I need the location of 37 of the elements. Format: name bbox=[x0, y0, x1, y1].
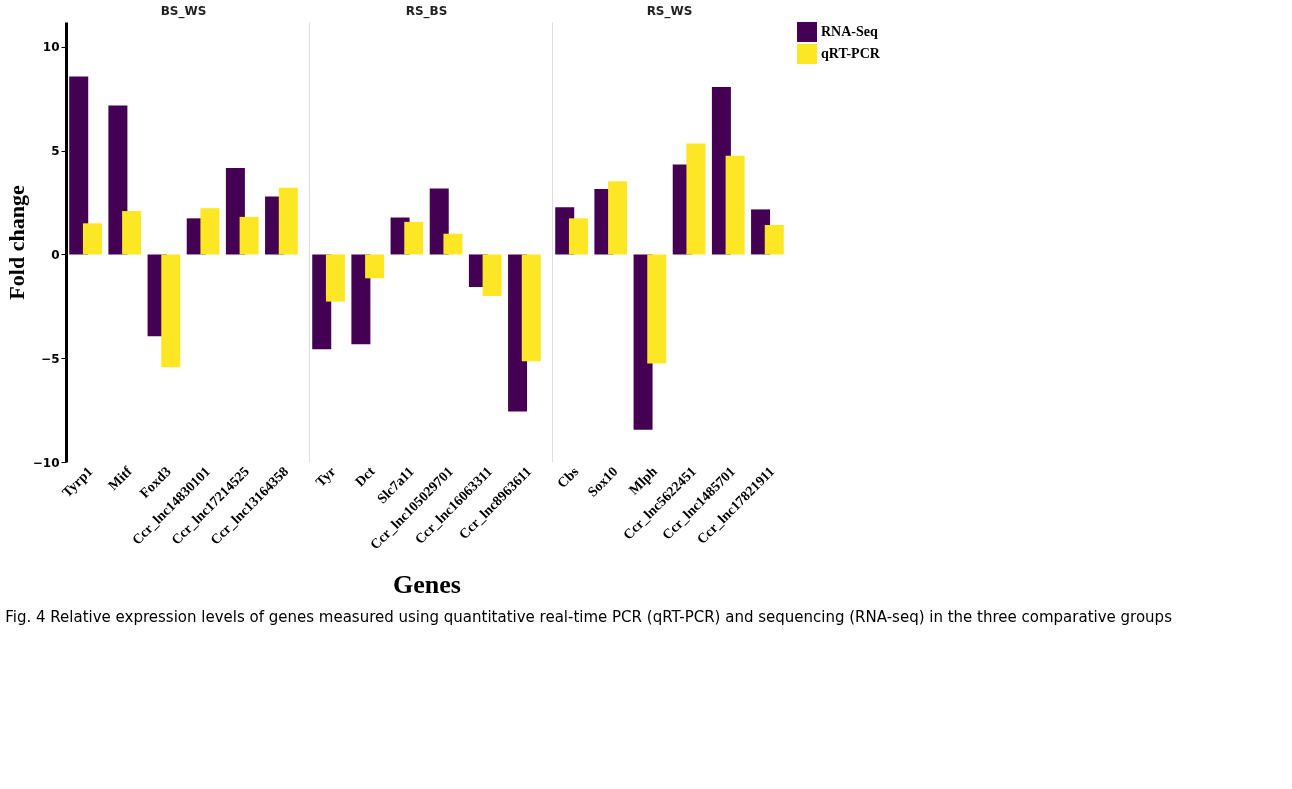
bar bbox=[278, 187, 298, 255]
bar bbox=[443, 233, 463, 255]
bar bbox=[568, 218, 588, 255]
chart-title: RS_BS bbox=[405, 4, 448, 19]
bar bbox=[647, 254, 667, 364]
bar bbox=[429, 188, 449, 255]
bar bbox=[482, 254, 502, 296]
chart-title: RS_WS bbox=[646, 4, 693, 19]
bar bbox=[351, 254, 371, 345]
bar bbox=[161, 254, 181, 368]
bar bbox=[686, 143, 706, 255]
x-tick-label: Cbs bbox=[554, 463, 582, 491]
bar bbox=[725, 155, 745, 255]
bar bbox=[69, 76, 89, 255]
x-axis-title: Genes bbox=[393, 570, 461, 600]
y-tick-label: 5 bbox=[51, 144, 60, 159]
y-tick-label: −5 bbox=[41, 351, 60, 366]
bar bbox=[404, 221, 424, 255]
y-tick-label: 0 bbox=[51, 247, 60, 262]
bar bbox=[108, 105, 128, 255]
caption: Fig. 4 Relative expression levels of genes measured using quantitative real-time PCR (qRT-PCR) and sequencing (RNA-seq) in the three comparative groups bbox=[5, 607, 1173, 626]
x-tick-label: Tyr bbox=[312, 463, 339, 490]
bar bbox=[325, 254, 345, 302]
legend-label: qRT-PCR bbox=[821, 46, 881, 61]
bar bbox=[365, 254, 385, 279]
legend-label: RNA-Seq bbox=[821, 24, 878, 39]
y-tick-label: 10 bbox=[42, 40, 60, 55]
bar bbox=[764, 224, 784, 255]
bar bbox=[82, 223, 102, 255]
bar bbox=[608, 181, 628, 255]
y-tick-label: −10 bbox=[32, 455, 60, 470]
bar bbox=[200, 208, 220, 255]
chart-title: BS_WS bbox=[160, 4, 207, 19]
bar bbox=[521, 254, 541, 362]
y-axis-title: Fold change bbox=[3, 185, 29, 300]
bar bbox=[122, 211, 142, 255]
bar bbox=[239, 216, 259, 255]
